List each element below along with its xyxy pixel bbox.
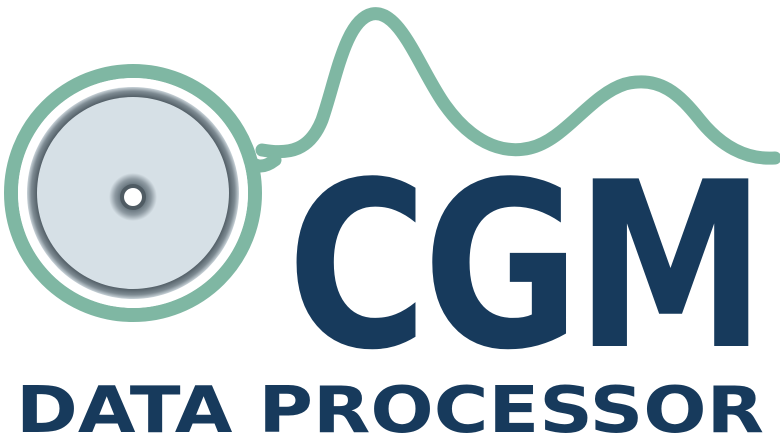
logo-tagline: DATA PROCESSOR — [16, 374, 764, 441]
logo-wordmark: CGM — [287, 134, 761, 401]
sensor-disc-icon — [4, 64, 282, 322]
glucose-trace-icon — [255, 7, 780, 165]
